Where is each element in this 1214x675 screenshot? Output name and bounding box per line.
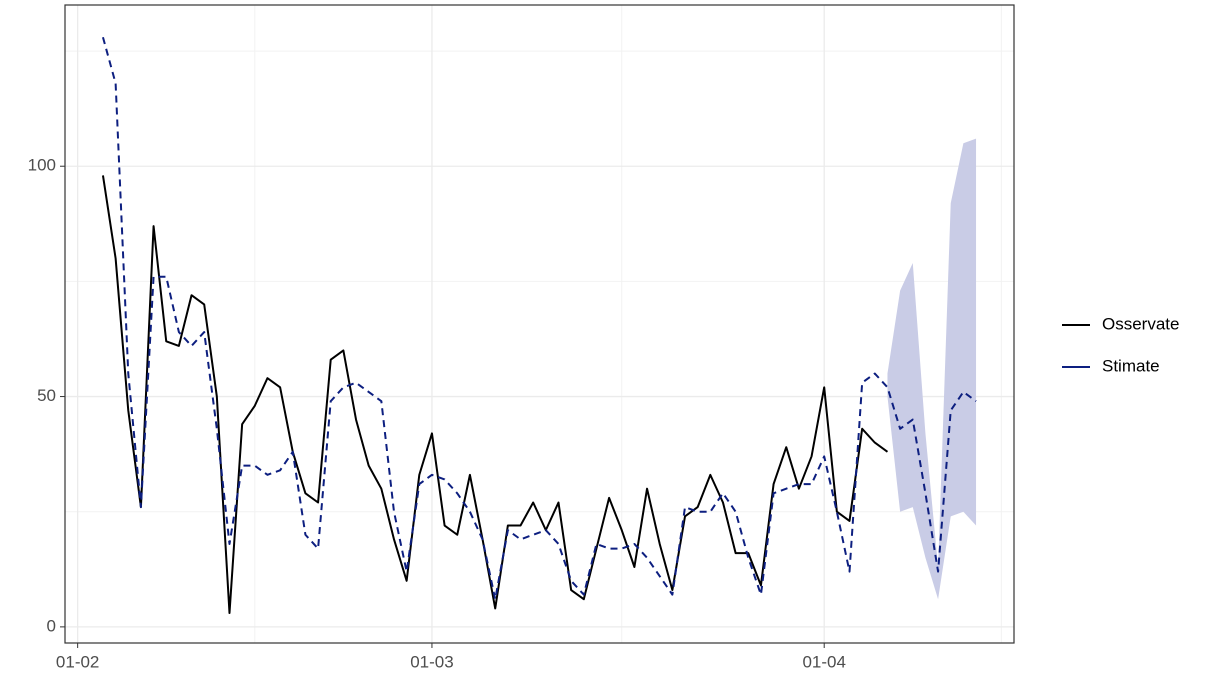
x-tick-label: 01-04 — [802, 652, 845, 671]
y-tick-label: 0 — [47, 616, 56, 635]
legend-label: Stimate — [1102, 356, 1160, 375]
confidence-band — [887, 138, 977, 600]
legend-label: Osservate — [1102, 314, 1179, 333]
x-tick-label: 01-03 — [410, 652, 453, 671]
x-tick-label: 01-02 — [56, 652, 99, 671]
series-line — [101, 175, 889, 615]
y-tick-label: 100 — [28, 156, 56, 175]
series-line — [101, 36, 977, 601]
plot-border — [64, 4, 1015, 644]
y-tick-label: 50 — [37, 386, 56, 405]
